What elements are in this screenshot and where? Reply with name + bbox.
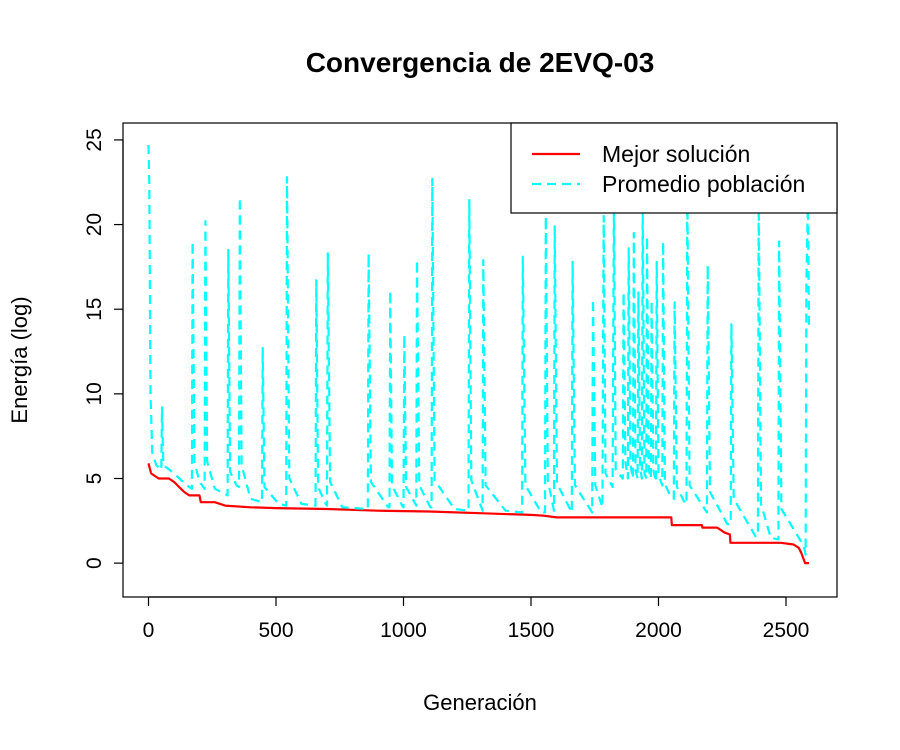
y-tick-label: 0 [83, 557, 106, 569]
x-axis-label: Generación [423, 690, 537, 715]
x-tick-label: 2500 [763, 619, 810, 642]
legend-label-average: Promedio población [602, 171, 805, 197]
x-axis: 0 500 1000 1500 2000 2500 [143, 596, 810, 642]
legend-box [510, 122, 838, 214]
x-tick-label: 2000 [635, 619, 682, 642]
y-tick-label: 25 [83, 128, 106, 151]
y-axis: 0 5 10 15 20 25 [83, 128, 124, 569]
y-tick-label: 5 [83, 473, 106, 485]
x-tick-label: 1500 [508, 619, 555, 642]
y-tick-label: 20 [83, 213, 106, 236]
x-tick-label: 500 [258, 619, 293, 642]
chart-title: Convergencia de 2EVQ-03 [306, 47, 655, 78]
series-best-solution-line [147, 463, 809, 565]
x-tick-label: 0 [143, 619, 155, 642]
y-tick-label: 15 [83, 298, 106, 321]
series-layer [147, 144, 811, 565]
legend-label-best: Mejor solución [602, 141, 750, 167]
y-tick-label: 10 [83, 382, 106, 405]
x-tick-label: 1000 [380, 619, 427, 642]
y-axis-label: Energía (log) [7, 296, 32, 423]
legend: Mejor solución Promedio población [510, 122, 838, 214]
series-population-average-line [147, 144, 811, 556]
